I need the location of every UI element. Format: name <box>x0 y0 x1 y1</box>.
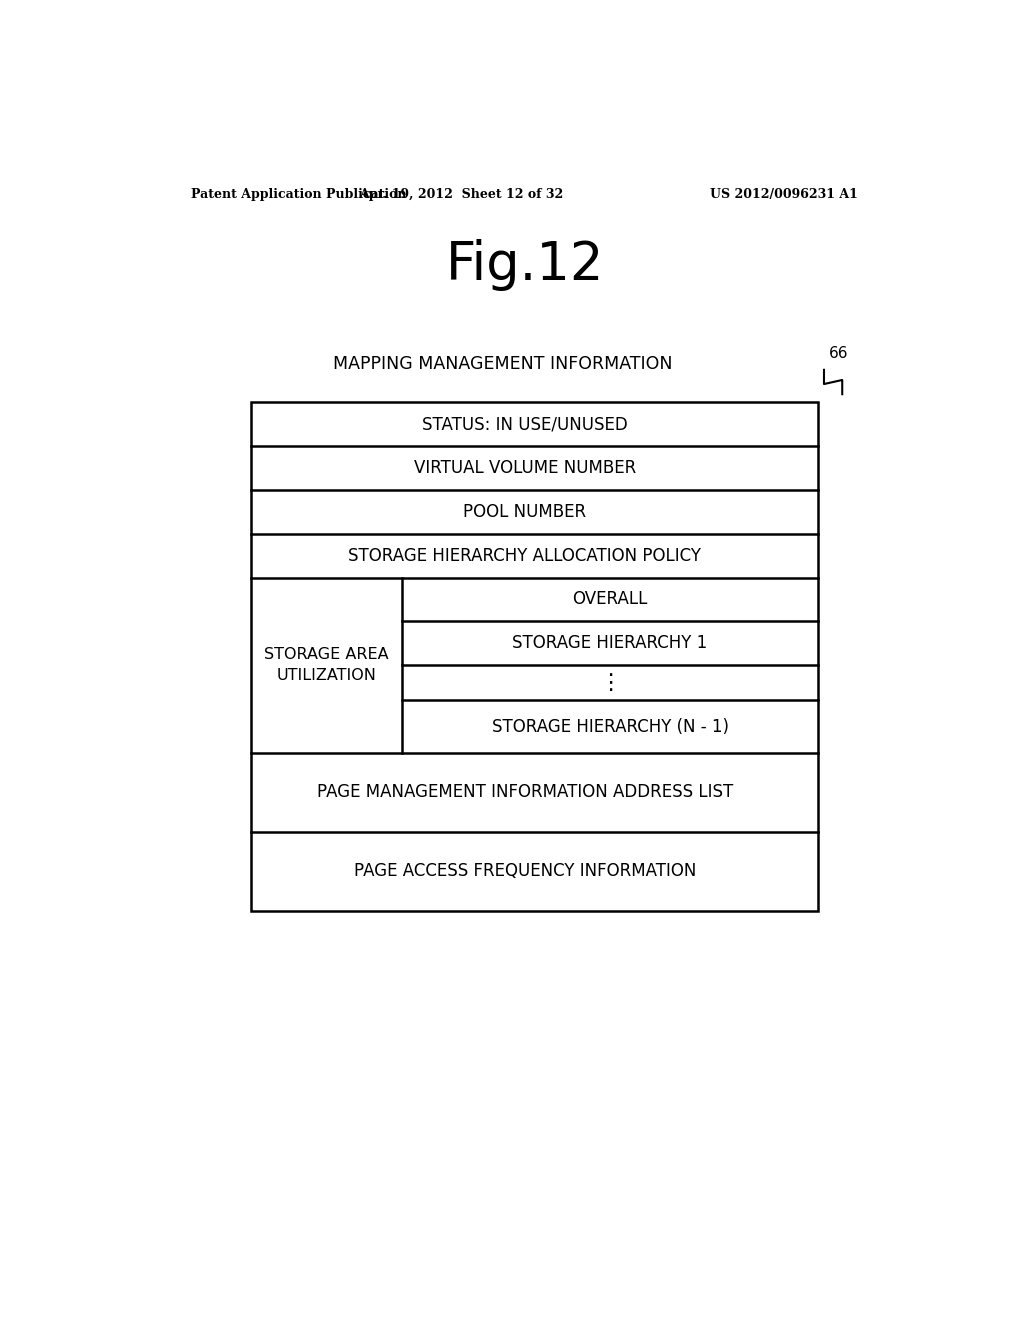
Text: Apr. 19, 2012  Sheet 12 of 32: Apr. 19, 2012 Sheet 12 of 32 <box>359 189 563 202</box>
Text: STORAGE HIERARCHY (N - 1): STORAGE HIERARCHY (N - 1) <box>492 718 729 735</box>
Text: ⋮: ⋮ <box>599 673 622 693</box>
Text: Patent Application Publication: Patent Application Publication <box>191 189 407 202</box>
Text: STORAGE HIERARCHY 1: STORAGE HIERARCHY 1 <box>512 635 708 652</box>
Text: OVERALL: OVERALL <box>572 590 648 609</box>
Text: US 2012/0096231 A1: US 2012/0096231 A1 <box>711 189 858 202</box>
Text: STORAGE HIERARCHY ALLOCATION POLICY: STORAGE HIERARCHY ALLOCATION POLICY <box>348 546 701 565</box>
Text: VIRTUAL VOLUME NUMBER: VIRTUAL VOLUME NUMBER <box>414 459 636 477</box>
Text: Fig.12: Fig.12 <box>445 239 604 292</box>
Text: PAGE MANAGEMENT INFORMATION ADDRESS LIST: PAGE MANAGEMENT INFORMATION ADDRESS LIST <box>316 783 733 801</box>
Text: STORAGE AREA
UTILIZATION: STORAGE AREA UTILIZATION <box>264 647 389 684</box>
Text: STATUS: IN USE/UNUSED: STATUS: IN USE/UNUSED <box>422 416 628 433</box>
Text: PAGE ACCESS FREQUENCY INFORMATION: PAGE ACCESS FREQUENCY INFORMATION <box>353 862 696 880</box>
Text: 66: 66 <box>828 346 848 362</box>
Text: POOL NUMBER: POOL NUMBER <box>463 503 587 521</box>
Text: MAPPING MANAGEMENT INFORMATION: MAPPING MANAGEMENT INFORMATION <box>333 355 673 372</box>
